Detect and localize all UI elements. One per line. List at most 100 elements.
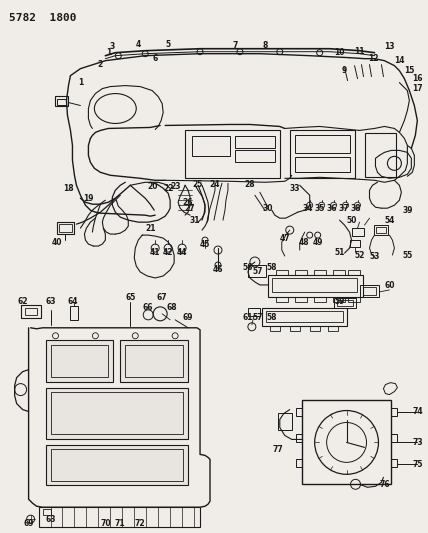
Bar <box>125 345 183 377</box>
Text: 55: 55 <box>402 251 413 260</box>
Text: 73: 73 <box>412 438 423 447</box>
Bar <box>392 408 398 416</box>
Text: 69: 69 <box>183 313 193 322</box>
Text: 4: 4 <box>136 40 141 49</box>
Text: 17: 17 <box>412 84 423 93</box>
Text: 26: 26 <box>183 198 193 207</box>
Bar <box>54 95 68 106</box>
Text: 5: 5 <box>166 40 171 49</box>
Bar <box>235 150 275 163</box>
Bar <box>295 297 307 302</box>
Text: 44: 44 <box>177 247 187 256</box>
Bar <box>248 265 266 277</box>
Text: 56: 56 <box>243 263 253 272</box>
Bar <box>248 308 260 316</box>
Bar <box>270 326 280 331</box>
Bar <box>333 297 345 302</box>
Text: 68: 68 <box>167 303 178 312</box>
Text: 63: 63 <box>45 515 56 524</box>
Bar <box>276 297 288 302</box>
Text: 6: 6 <box>152 54 158 63</box>
Text: 67: 67 <box>157 293 167 302</box>
Text: 8: 8 <box>262 41 268 50</box>
Text: 65: 65 <box>125 293 135 302</box>
Bar <box>268 275 363 297</box>
Bar <box>333 298 356 308</box>
Bar <box>45 340 113 382</box>
Text: 34: 34 <box>303 204 313 213</box>
Text: 69: 69 <box>24 519 34 528</box>
Text: 23: 23 <box>170 182 180 191</box>
Bar <box>56 99 66 104</box>
Text: 76: 76 <box>379 480 390 489</box>
Bar <box>327 326 338 331</box>
Bar <box>336 300 353 306</box>
Bar <box>302 400 392 484</box>
Bar <box>314 270 326 275</box>
Text: 46: 46 <box>213 265 223 274</box>
Bar <box>351 228 363 236</box>
Bar <box>290 131 354 178</box>
Text: 28: 28 <box>244 180 255 189</box>
Bar <box>185 131 280 178</box>
Text: 57: 57 <box>253 313 263 322</box>
Bar <box>360 285 380 297</box>
Bar <box>296 434 302 442</box>
Bar <box>348 297 360 302</box>
Bar <box>295 157 350 172</box>
Text: 12: 12 <box>368 54 379 63</box>
Text: 50: 50 <box>346 216 357 224</box>
Text: 75: 75 <box>412 460 422 469</box>
Bar <box>45 387 188 439</box>
Text: 31: 31 <box>190 216 200 224</box>
Text: 25: 25 <box>193 180 203 189</box>
Text: 64: 64 <box>67 297 78 306</box>
Bar <box>266 311 342 322</box>
Text: 21: 21 <box>145 224 155 232</box>
Bar <box>59 224 72 232</box>
Text: 3: 3 <box>110 42 115 51</box>
Text: 54: 54 <box>384 216 395 224</box>
Text: 20: 20 <box>147 182 158 191</box>
Text: 60: 60 <box>384 281 395 290</box>
Text: 35: 35 <box>315 204 325 213</box>
Text: 1: 1 <box>78 78 83 87</box>
Text: 36: 36 <box>327 204 337 213</box>
Text: 72: 72 <box>135 519 146 528</box>
Text: 52: 52 <box>354 251 365 260</box>
Text: 58: 58 <box>267 263 277 272</box>
Bar <box>295 270 307 275</box>
Text: 61: 61 <box>243 313 253 322</box>
Text: 49: 49 <box>312 238 323 247</box>
Bar <box>333 270 345 275</box>
Bar <box>21 305 41 318</box>
Text: 5782  1800: 5782 1800 <box>9 13 76 23</box>
Text: 14: 14 <box>394 56 404 65</box>
Bar <box>363 287 377 295</box>
Text: 13: 13 <box>384 42 395 51</box>
Text: 77: 77 <box>272 445 283 454</box>
Text: 66: 66 <box>143 303 154 312</box>
Bar <box>296 459 302 467</box>
Text: 74: 74 <box>412 407 423 416</box>
Text: 51: 51 <box>334 247 345 256</box>
Bar <box>278 413 292 431</box>
Bar <box>120 340 188 382</box>
Bar <box>192 136 230 156</box>
Bar <box>51 392 183 434</box>
Bar <box>25 308 36 315</box>
Text: 59: 59 <box>334 297 345 306</box>
Bar <box>392 459 398 467</box>
Bar <box>350 240 360 247</box>
Bar <box>51 345 108 377</box>
Text: 63: 63 <box>45 297 56 306</box>
Text: 30: 30 <box>262 204 273 213</box>
Text: 71: 71 <box>115 519 125 528</box>
Bar <box>56 222 74 234</box>
Text: 42: 42 <box>163 247 173 256</box>
Text: 22: 22 <box>163 184 173 193</box>
Text: 7: 7 <box>232 41 238 50</box>
Text: 40: 40 <box>51 238 62 247</box>
Bar <box>365 133 396 177</box>
Text: 18: 18 <box>63 184 74 193</box>
